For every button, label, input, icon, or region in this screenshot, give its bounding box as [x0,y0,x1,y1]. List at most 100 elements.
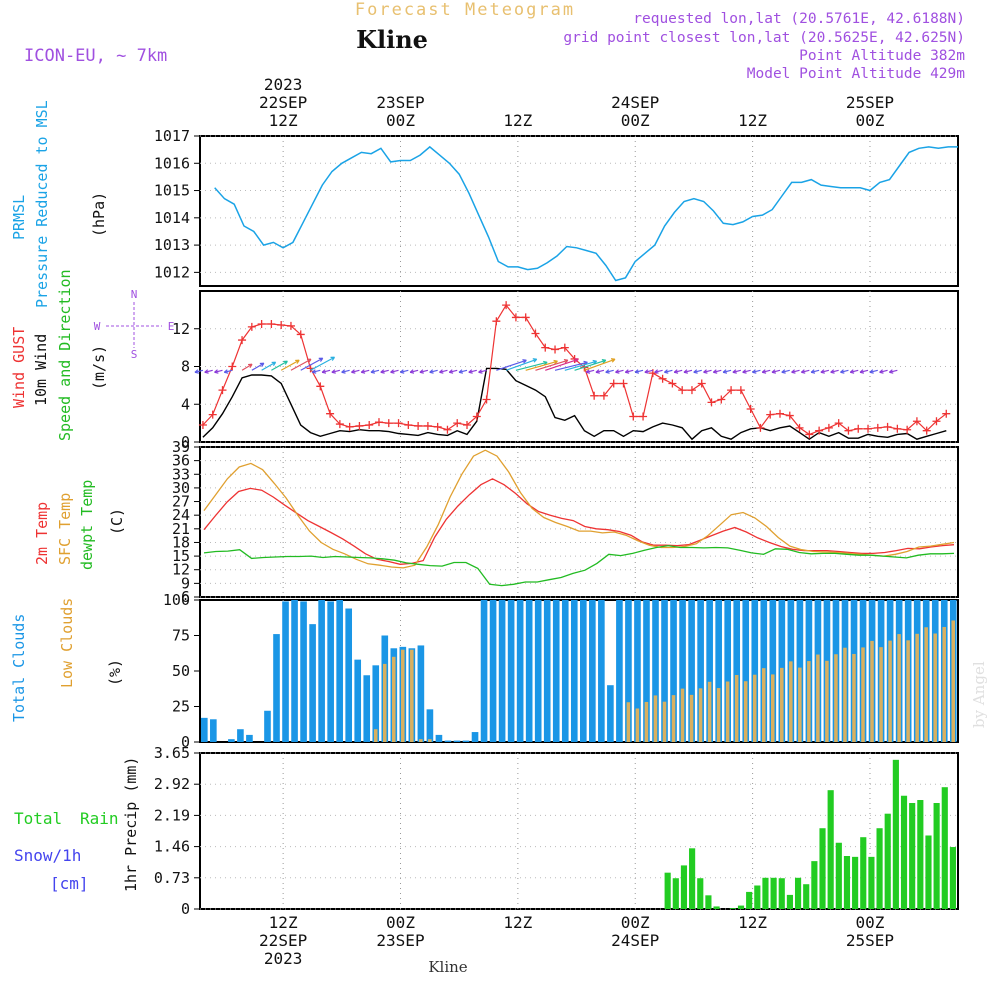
wind-arrow-head [553,359,558,365]
total-cloud-bar [769,600,777,742]
total-cloud-bar [309,624,316,742]
wind-10m-line [202,367,947,441]
y-tick-label: 25 [172,698,190,716]
gust-marker [316,382,325,391]
total-clouds-label: Total Clouds [10,614,28,722]
total-cloud-bar [552,600,560,742]
wind-arrow [535,359,569,371]
wind-arrow [634,369,644,373]
wind-arrow-head [321,369,327,374]
total-label: Total [14,809,62,828]
bottom-time-label: 00Z [386,913,415,932]
total-cloud-bar [327,601,334,742]
gust-marker [942,409,951,418]
percent-label: (%) [106,659,124,686]
wind-arrow-head [311,369,317,374]
wind-arrow [703,369,712,373]
rain-bar [819,828,826,909]
bottom-time-label: 22SEP [259,931,307,950]
wind-arrow-head [295,359,300,364]
wind-arrow [752,369,761,373]
watermark: by Angel [970,661,988,728]
wind-arrow [312,369,321,373]
wind-arrow-head [409,369,415,374]
low-cloud-bar [428,739,432,742]
total-cloud-bar [543,600,551,742]
wind-arrow-head [869,369,874,374]
y-tick-label: 39 [172,438,190,456]
wind-arrow-head [742,369,747,374]
rain-bar [949,847,956,909]
top-time-label: 2023 [264,75,303,94]
gust-marker [766,410,775,419]
gust-marker [502,301,511,310]
y-tick-label: 1017 [154,127,190,145]
total-cloud-bar [625,600,632,742]
gust-marker [815,426,824,435]
wind-arrow [889,369,898,373]
total-cloud-bar [751,600,759,742]
top-time-label: 00Z [621,111,650,130]
gust-marker [286,321,295,330]
y-tick-label: 1012 [154,263,190,281]
wind-arrow [586,369,595,373]
gust-marker [590,391,599,400]
bottom-time-label: 23SEP [376,931,424,950]
rain-bar [811,861,818,909]
wind-arrow-head [615,369,620,374]
total-cloud-bar [733,600,741,742]
total-cloud-bar [201,717,208,742]
wind-arrow-head [223,369,229,374]
total-cloud-bar [580,600,587,742]
gust-marker [903,425,912,434]
gust-marker [932,417,941,426]
wind-arrow-head [439,369,444,374]
wind-arrow [361,369,370,373]
grid-point-coords: grid point closest lon,lat (20.5625E, 42… [563,30,965,46]
low-cloud-bar [915,633,919,742]
dew-line [203,544,955,587]
low-cloud-bar [382,663,387,742]
gust-marker [228,362,237,371]
bottom-time-label: 24SEP [611,931,659,950]
low-cloud-bar [725,681,730,742]
low-cloud-bar [401,649,405,742]
gust-marker [404,421,413,430]
wind-arrow-head [654,369,659,374]
gust-marker [296,330,305,339]
rain-bar [941,787,948,909]
total-cloud-bar [417,645,425,742]
y-tick-label: 1015 [154,182,190,200]
compass-w: W [94,320,101,333]
total-cloud-bar [426,709,434,742]
y-tick-label: 1014 [154,209,190,227]
wind-arrow-head [360,369,366,374]
top-time-label: 00Z [386,111,415,130]
rain-bar [876,828,883,909]
wind-arrow [224,369,233,373]
gust-marker [511,313,520,322]
total-cloud-bar [697,600,704,742]
wind-arrow-head [644,369,649,374]
celsius-label: (C) [108,508,126,535]
gust-marker [736,386,745,395]
y-tick-label: 100 [163,591,190,609]
low-cloud-bar [734,674,739,742]
wind-arrow [194,369,204,373]
bottom-time-label: 12Z [503,913,532,932]
sfc-line [203,449,955,569]
total-cloud-bar [688,600,695,742]
gust-marker [551,345,560,354]
wind-arrow-head [204,369,209,374]
wind-arrow-head [458,369,464,374]
wind-arrow [879,369,888,373]
prmsl-label: PRMSL [10,195,28,240]
low-cloud-bar [752,674,757,742]
wind-arrow [204,369,213,373]
wind-arrow-head [318,357,324,362]
total-cloud-bar [607,685,614,742]
wind-arrow-head [703,369,708,374]
total-cloud-bar [264,710,271,742]
wind-10m-label: 10m Wind [32,334,50,406]
